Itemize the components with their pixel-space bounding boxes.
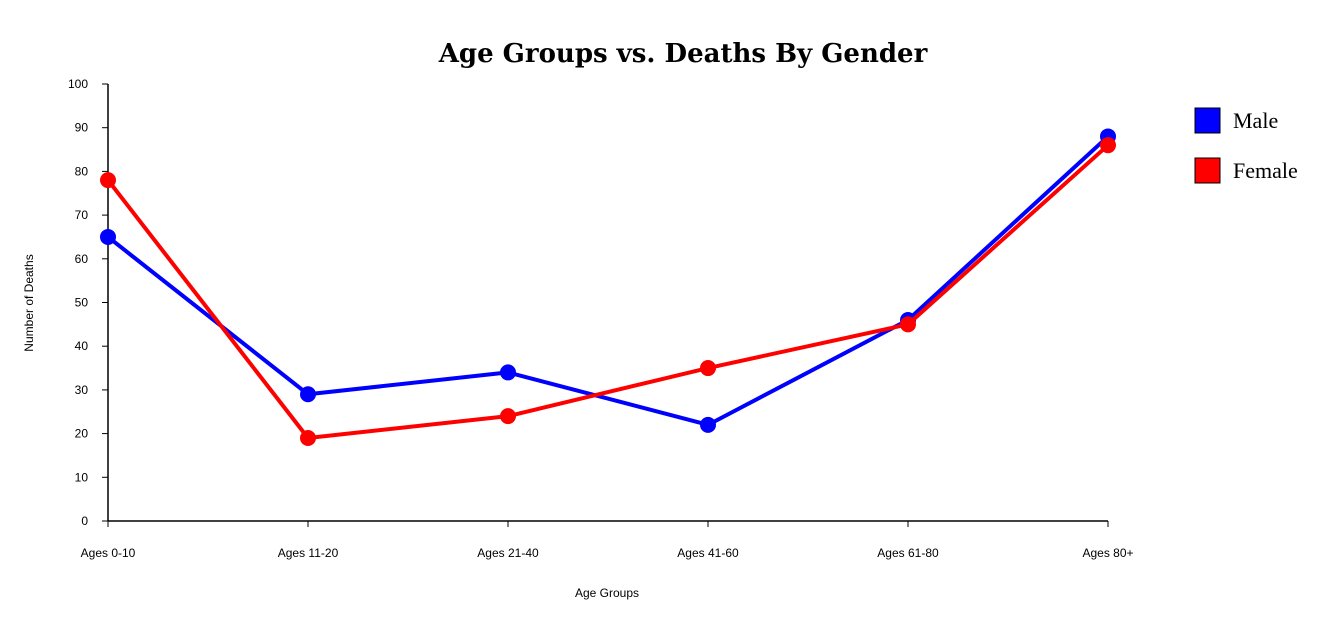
series-female xyxy=(100,137,1116,446)
series-layer xyxy=(100,128,1116,446)
y-tick-label: 30 xyxy=(75,383,89,397)
legend-label: Female xyxy=(1233,158,1298,183)
x-tick-label: Ages 61-80 xyxy=(877,546,939,560)
data-point xyxy=(900,316,916,333)
x-tick-label: Ages 11-20 xyxy=(278,546,339,560)
y-tick-label: 0 xyxy=(81,514,88,528)
y-tick-label: 40 xyxy=(75,339,89,353)
y-tick-label: 100 xyxy=(68,77,88,91)
y-axis-label: Number of Deaths xyxy=(22,254,36,351)
axes: 0 10 20 30 40 50 60 70 80 90 100 Ages 0-10 Ages 11-2… xyxy=(68,77,1134,560)
legend-item-female: Female xyxy=(1194,157,1298,184)
data-point xyxy=(700,360,716,377)
x-tick-label: Ages 80+ xyxy=(1082,546,1133,560)
chart-title: Age Groups vs. Deaths By Gender xyxy=(438,39,928,69)
series-line xyxy=(106,134,1110,427)
legend: Male Female xyxy=(1194,107,1298,184)
y-tick-label: 20 xyxy=(75,427,89,441)
legend-label: Male xyxy=(1233,108,1278,133)
series-male xyxy=(100,128,1116,433)
data-point xyxy=(500,408,516,425)
x-tick-label: Ages 0-10 xyxy=(81,546,136,560)
data-point xyxy=(1100,137,1116,154)
data-point xyxy=(100,228,116,245)
y-tick-label: 10 xyxy=(75,470,89,484)
y-tick-label: 90 xyxy=(75,121,89,135)
x-tick-label: Ages 41-60 xyxy=(677,546,739,560)
data-point xyxy=(500,364,516,381)
data-point xyxy=(100,172,116,189)
data-point xyxy=(700,416,716,433)
series-line xyxy=(106,143,1110,440)
y-tick-label: 80 xyxy=(75,164,89,178)
x-tick-label: Ages 21-40 xyxy=(477,546,539,560)
y-tick-label: 70 xyxy=(75,208,89,222)
y-tick-label: 60 xyxy=(75,252,89,266)
legend-item-male: Male xyxy=(1194,107,1278,134)
legend-swatch xyxy=(1194,157,1221,184)
legend-swatch xyxy=(1194,107,1221,134)
data-point xyxy=(300,429,316,446)
x-axis-label: Age Groups xyxy=(575,586,639,600)
y-tick-label: 50 xyxy=(75,296,89,310)
data-point xyxy=(300,386,316,403)
